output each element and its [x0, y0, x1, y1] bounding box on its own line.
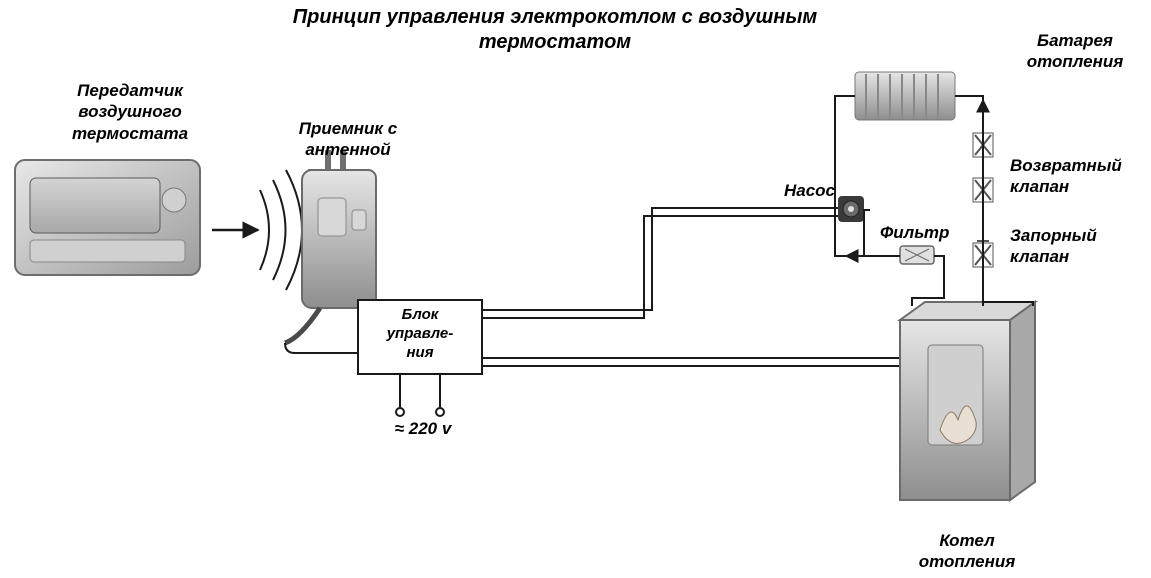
transmitter-label: Передатчик воздушного термостата — [45, 80, 215, 144]
power-leads — [396, 374, 444, 416]
control-block-label: Блок управле- ния — [370, 306, 470, 362]
wire-receiver-to-block — [285, 343, 358, 353]
pump-device — [838, 196, 864, 222]
wire-block-to-pump — [482, 208, 840, 318]
boiler-label: Котел отопления — [902, 530, 1032, 573]
receiver-device — [285, 150, 376, 343]
filter-label: Фильтр — [880, 222, 970, 243]
boiler-device — [900, 302, 1035, 500]
wireless-signal-icon — [212, 170, 302, 290]
diagram-title: Принцип управления электрокотлом с возду… — [195, 5, 915, 55]
radiator-device — [855, 72, 955, 120]
pump-label: Насос — [765, 180, 835, 201]
filter-device — [900, 246, 934, 264]
thermostat-device — [15, 160, 200, 275]
piping — [835, 96, 1033, 306]
radiator-label: Батарея отопления — [1005, 30, 1145, 73]
wire-block-to-boiler — [482, 358, 902, 366]
return-valve-device — [973, 133, 993, 202]
receiver-label: Приемник с антенной — [268, 118, 428, 161]
power-label: ≈ 220 v — [378, 418, 468, 439]
shutoff-valve-device — [973, 241, 993, 267]
shutoff-valve-label: Запорный клапан — [1010, 225, 1150, 268]
return-valve-label: Возвратный клапан — [1010, 155, 1150, 198]
